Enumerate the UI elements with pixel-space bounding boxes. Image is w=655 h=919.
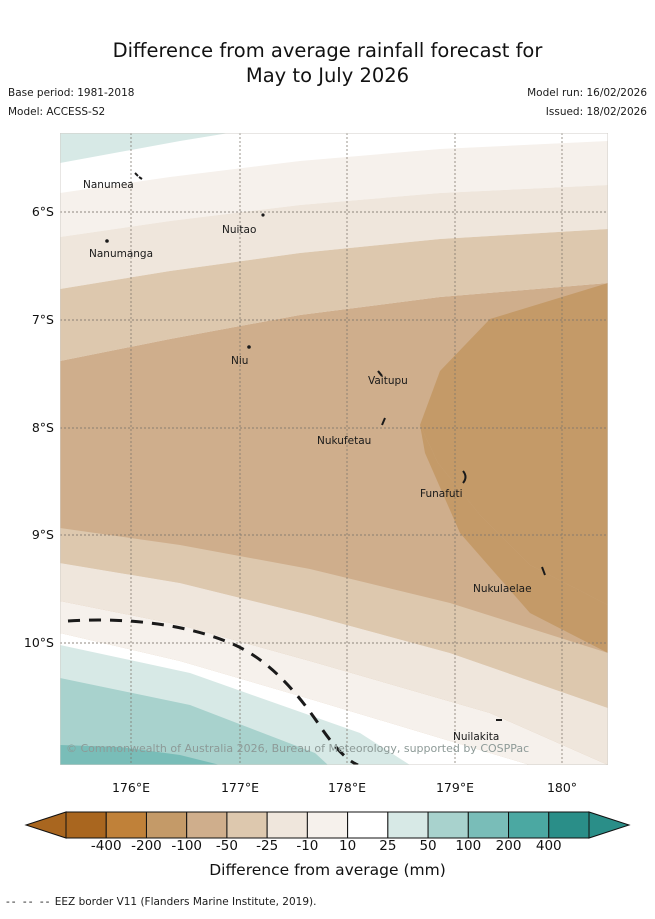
issued-label: Issued: 18/02/2026 (545, 106, 647, 118)
colorbar-band-0[interactable] (65, 811, 107, 839)
colorbar-tick-25: 25 (379, 838, 397, 854)
title-line-2: May to July 2026 (245, 64, 410, 87)
band-teal-strong-lower (60, 745, 220, 765)
eez-dash-sample: -- -- -- (6, 896, 52, 908)
y-tick-0: 6°S (31, 204, 54, 219)
band-tan-upper (60, 229, 608, 361)
island-label-nanumanga: Nanumanga (89, 248, 154, 260)
colorbar-over-arrow (588, 811, 631, 839)
island-marks (105, 172, 546, 721)
model-label: Model: ACCESS-S2 (8, 106, 106, 118)
colorbar-tick-200: 200 (495, 838, 522, 854)
colorbar-band-11[interactable] (508, 811, 550, 839)
island-label-nuitao: Nuitao (222, 224, 257, 236)
band-white-lower (60, 633, 530, 765)
y-tick-2: 8°S (31, 420, 54, 435)
y-tick-1: 7°S (31, 312, 54, 327)
colorbar[interactable] (0, 806, 655, 846)
model-run-label: Model run: 16/02/2026 (527, 87, 647, 99)
island-label-niu: Niu (231, 355, 249, 367)
colorbar-band-3[interactable] (186, 811, 228, 839)
island-label-nukulaelae: Nukulaelae (473, 583, 532, 595)
island-label-nukufetau: Nukufetau (317, 435, 372, 447)
title-line-1: Difference from average rainfall forecas… (112, 39, 543, 62)
eez-legend-note: -- -- -- EEZ border V11 (Flanders Marine… (6, 896, 316, 908)
colorbar-tick--25: -25 (256, 838, 279, 854)
colorbar-band-12[interactable] (548, 811, 590, 839)
band-cream2-lower (60, 601, 608, 765)
x-tick-1: 177°E (220, 780, 259, 795)
colorbar-band-7[interactable] (347, 811, 389, 839)
x-tick-3: 179°E (435, 780, 474, 795)
copyright-watermark: © Commonwealth of Australia 2026, Bureau… (66, 742, 530, 755)
eez-legend-text: EEZ border V11 (Flanders Marine Institut… (54, 896, 317, 908)
colorbar-band-5[interactable] (266, 811, 308, 839)
colorbar-band-2[interactable] (145, 811, 188, 839)
band-teal-upper-left (60, 133, 229, 163)
x-tick-2: 178°E (327, 780, 366, 795)
colorbar-tick--10: -10 (296, 838, 319, 854)
colorbar-tick--400: -400 (90, 838, 122, 854)
colorbar-band-1[interactable] (105, 811, 147, 839)
colorbar-tick-400: 400 (535, 838, 562, 854)
base-period-label: Base period: 1981-2018 (8, 87, 135, 99)
y-tick-3: 9°S (31, 527, 54, 542)
band-cream-lower (60, 563, 608, 765)
band-cream2-upper (60, 185, 608, 289)
colorbar-tick--200: -200 (131, 838, 162, 854)
colorbar-band-8[interactable] (387, 811, 429, 839)
band-brown-right-lower (420, 425, 608, 653)
island-label-funafuti: Funafuti (420, 488, 463, 500)
colorbar-title: Difference from average (mm) (209, 861, 446, 879)
island-label-nuilakita: Nuilakita (453, 731, 500, 743)
y-tick-4: 10°S (23, 635, 54, 650)
rainfall-anomaly-map[interactable] (60, 133, 608, 765)
colorbar-tick-50: 50 (419, 838, 437, 854)
x-tick-4: 180° (546, 780, 578, 795)
colorbar-under-arrow (24, 811, 67, 839)
colorbar-tick-10: 10 (339, 838, 357, 854)
band-tan-lower (60, 528, 608, 708)
map-gridlines (60, 133, 608, 765)
colorbar-tick-100: 100 (455, 838, 482, 854)
colorbar-band-10[interactable] (467, 811, 510, 839)
island-label-nanumea: Nanumea (83, 179, 134, 191)
band-teal-mid-lower (60, 678, 328, 765)
eez-border-line (67, 618, 359, 765)
x-tick-0: 176°E (111, 780, 150, 795)
band-cream-upper (60, 141, 608, 237)
colorbar-band-6[interactable] (306, 811, 349, 839)
colorbar-band-4[interactable] (226, 811, 268, 839)
colorbar-tick--100: -100 (171, 838, 202, 854)
island-label-vaitupu: Vaitupu (368, 375, 408, 387)
colorbar-tick--50: -50 (215, 838, 238, 854)
colorbar-band-9[interactable] (427, 811, 469, 839)
page-title: Difference from average rainfall forecas… (0, 38, 655, 88)
band-brown-right (420, 283, 608, 605)
